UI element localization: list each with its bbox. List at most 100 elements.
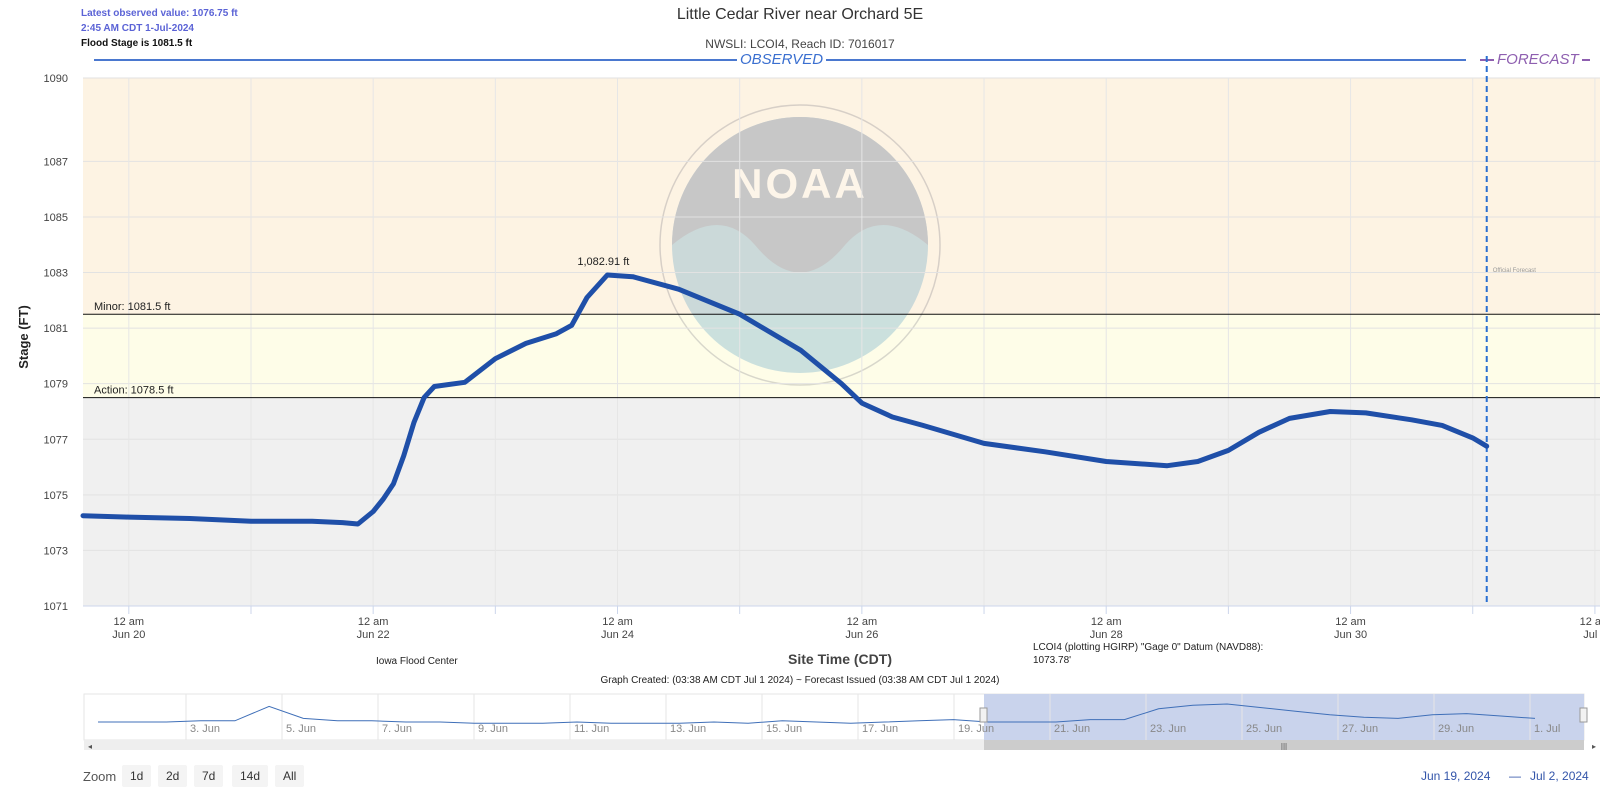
zoom-1d-button[interactable]: 1d <box>122 765 152 787</box>
x-tick-date-3: Jun 26 <box>845 629 878 641</box>
x-tick-date-1: Jun 22 <box>357 629 390 641</box>
navigator-right-handle[interactable] <box>1579 707 1588 723</box>
observed-label: OBSERVED <box>737 51 827 68</box>
y-tick-label-1071: 1071 <box>44 601 68 613</box>
navigator-label-5: 13. Jun <box>670 723 706 735</box>
data-point-38 <box>1364 411 1368 415</box>
noaa-watermark: NOAA <box>659 104 941 386</box>
data-point-1 <box>127 515 131 519</box>
y-tick-label-1075: 1075 <box>44 490 68 502</box>
data-point-29 <box>982 442 986 445</box>
y-axis: 1071 1073 1075 1077 1079 1081 1083 1085 1087 1090 <box>44 73 68 613</box>
navigator-label-12: 27. Jun <box>1342 723 1378 735</box>
x-tick-label-6: 12 am <box>1580 616 1600 628</box>
x-tick-date-2: Jun 24 <box>601 629 634 641</box>
flood-stage-note: Flood Stage is 1081.5 ft <box>81 38 193 49</box>
y-tick-label-1087: 1087 <box>44 156 68 168</box>
navigator-selection[interactable] <box>984 694 1584 740</box>
scroll-left-arrow-icon[interactable]: ◂ <box>88 742 92 750</box>
zoom-2d-button[interactable]: 2d <box>158 765 188 787</box>
zoom-all-button[interactable]: All <box>275 765 305 787</box>
data-point-42 <box>1485 445 1488 448</box>
datum-note-line2: 1073.78' <box>1033 655 1072 666</box>
range-from[interactable]: Jun 19, 2024 <box>1421 769 1491 783</box>
navigator-label-8: 19. Jun <box>958 723 994 735</box>
graph-created-note: Graph Created: (03:38 AM CDT Jul 1 2024)… <box>600 675 1000 686</box>
x-tick-date-4: Jun 28 <box>1090 629 1123 641</box>
scroll-right-arrow-icon[interactable]: ▸ <box>1592 742 1596 750</box>
threshold-label-0: Minor: 1081.5 ft <box>94 301 170 313</box>
navigator-label-4: 11. Jun <box>574 723 609 735</box>
scrollbar-grip-icon: ||| <box>1281 742 1287 750</box>
data-point-24 <box>799 349 802 352</box>
data-point-36 <box>1288 417 1291 420</box>
data-point-30 <box>1043 450 1047 453</box>
range-to[interactable]: Jul 2, 2024 <box>1530 769 1589 783</box>
navigator-label-6: 15. Jun <box>766 723 802 735</box>
data-point-13 <box>433 385 436 388</box>
x-tick-label-3: 12 am <box>847 616 878 628</box>
zoom-7d-button[interactable]: 7d <box>194 765 224 787</box>
data-point-37 <box>1328 410 1332 413</box>
credit-iowa-flood-center: Iowa Flood Center <box>376 656 458 667</box>
stage-band-2 <box>83 397 1600 606</box>
data-point-35 <box>1257 431 1261 434</box>
data-point-7 <box>371 510 375 513</box>
data-point-41 <box>1471 436 1474 440</box>
latest-observed-value: Latest observed value: 1076.75 ft <box>81 8 238 19</box>
data-point-6 <box>356 522 360 526</box>
y-tick-label-1085: 1085 <box>44 212 68 224</box>
data-point-39 <box>1410 418 1413 422</box>
data-point-19 <box>585 296 589 299</box>
data-point-10 <box>402 454 405 458</box>
x-tick-label-2: 12 am <box>602 616 633 628</box>
grid-lines <box>83 77 1600 607</box>
x-tick-label-4: 12 am <box>1091 616 1122 628</box>
navigator-scrollbar[interactable] <box>84 740 1584 750</box>
data-point-8 <box>382 497 385 501</box>
x-tick-date-6: Jul 2 <box>1583 629 1600 641</box>
y-axis-title: Stage (FT) <box>16 305 31 369</box>
range-separator: — <box>1509 769 1521 783</box>
data-point-11 <box>412 421 416 424</box>
data-point-20 <box>606 273 609 277</box>
data-point-12 <box>422 396 426 399</box>
navigator-left-handle[interactable] <box>979 707 988 723</box>
zoom-14d-button[interactable]: 14d <box>232 765 269 787</box>
data-point-40 <box>1440 424 1444 427</box>
data-point-28 <box>921 424 925 427</box>
navigator-label-10: 23. Jun <box>1150 723 1186 735</box>
data-point-21 <box>631 275 634 278</box>
latest-observed-time: 2:45 AM CDT 1-Jul-2024 <box>81 23 194 34</box>
data-point-5 <box>341 521 344 524</box>
chart-title: Little Cedar River near Orchard 5E <box>676 6 924 23</box>
data-point-33 <box>1196 460 1200 463</box>
navigator[interactable]: 3. Jun 5. Jun 7. Jun 9. Jun 11. Jun 13. Jun 15… <box>0 690 1600 750</box>
datum-note-line1: LCOI4 (plotting HGIRP) "Gage 0" Datum (N… <box>1033 642 1264 653</box>
forecast-note: Official Forecast <box>1493 268 1537 274</box>
stage-chart: NOAA Minor: 1081.5 ft Action: 1078.5 ft 1… <box>16 56 1600 667</box>
navigator-labels: 3. Jun 5. Jun 7. Jun 9. Jun 11. Jun 13. Jun 15… <box>185 694 1560 740</box>
navigator-label-7: 17. Jun <box>862 723 898 735</box>
data-point-18 <box>570 324 573 327</box>
data-point-17 <box>555 332 558 335</box>
navigator-overview-line <box>98 703 1536 724</box>
x-tick-date-0: Jun 20 <box>112 629 145 641</box>
navigator-label-1: 5. Jun <box>286 723 316 735</box>
data-point-3 <box>249 520 253 523</box>
navigator-label-9: 21. Jun <box>1054 723 1090 735</box>
data-point-31 <box>1105 460 1108 463</box>
peak-label: 1,082.91 ft <box>577 256 629 268</box>
scrollbar-thumb[interactable] <box>984 740 1584 750</box>
navigator-label-2: 7. Jun <box>382 723 412 735</box>
data-point-32 <box>1166 464 1169 467</box>
x-tick-label-0: 12 am <box>114 616 145 628</box>
x-tick-label-5: 12 am <box>1335 616 1366 628</box>
data-point-16 <box>524 342 528 345</box>
chart-subtitle: NWSLI: LCOI4, Reach ID: 7016017 <box>705 37 895 51</box>
data-point-9 <box>392 482 395 485</box>
threshold-label-1: Action: 1078.5 ft <box>94 385 174 397</box>
data-point-15 <box>494 357 497 360</box>
navigator-label-0: 3. Jun <box>190 723 220 735</box>
